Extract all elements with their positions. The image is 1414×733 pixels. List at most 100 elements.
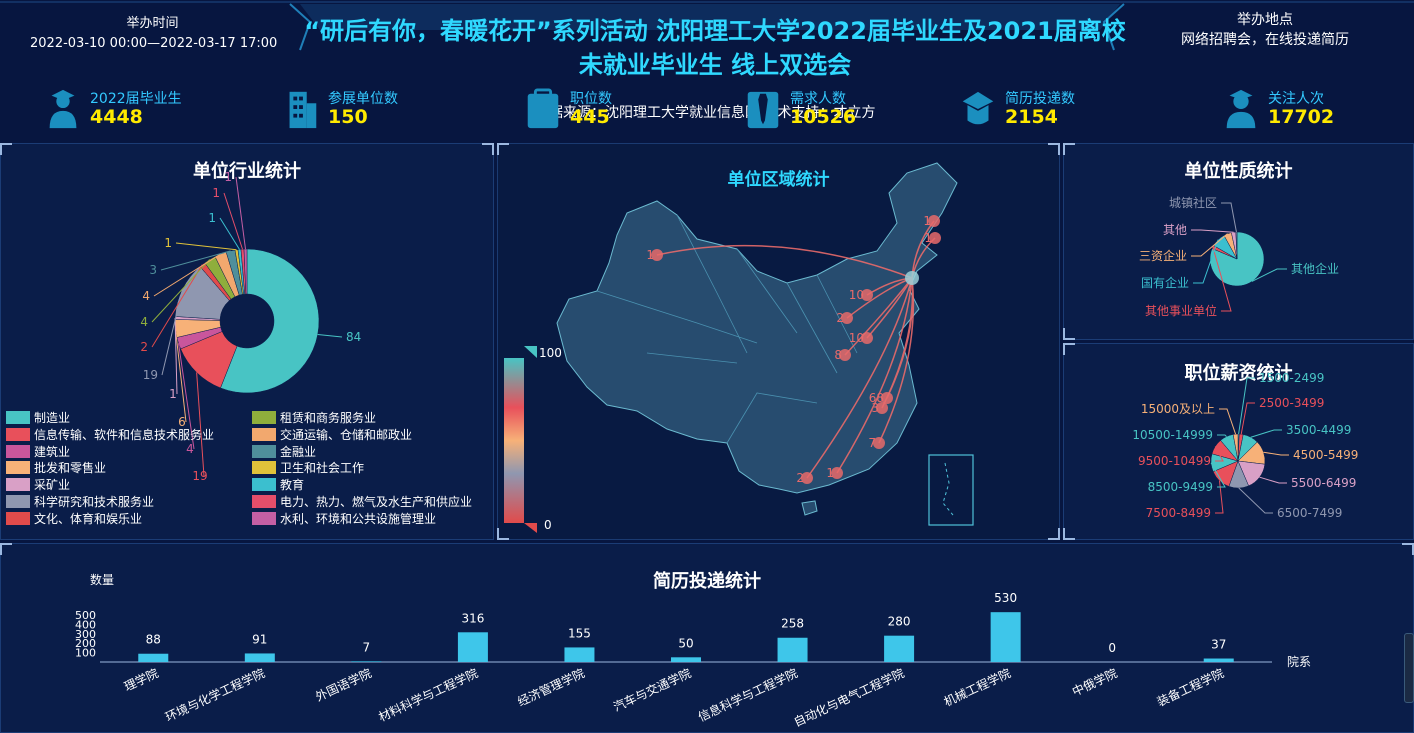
industry-legend-item[interactable]: 科学研究和技术服务业 <box>6 494 154 510</box>
industry-value-label: 1 <box>212 186 220 200</box>
stat-label: 参展单位数 <box>328 91 398 107</box>
legend-swatch <box>6 511 30 525</box>
scroll-handle[interactable] <box>1404 633 1414 703</box>
legend-swatch <box>252 427 276 441</box>
resume-bar-value: 88 <box>146 633 161 647</box>
legend-label: 文化、体育和娱乐业 <box>34 511 143 526</box>
event-time-value: 2022-03-10 00:00—2022-03-17 17:00 <box>30 36 278 51</box>
resume-category-label: 机械工程学院 <box>941 665 1013 709</box>
resume-category-label: 中俄学院 <box>1070 665 1120 699</box>
region-marker <box>928 215 940 227</box>
stat-value: 150 <box>328 106 368 128</box>
industry-legend-item[interactable]: 卫生和社会工作 <box>252 460 364 476</box>
region-marker <box>873 437 885 449</box>
event-place-label: 举办地点 <box>1237 12 1293 28</box>
industry-legend-item[interactable]: 交通运输、仓储和邮政业 <box>252 427 412 443</box>
nature-slice-label: 城镇社区 <box>1169 195 1217 210</box>
region-marker <box>861 332 873 344</box>
resume-bar-value: 91 <box>252 632 267 646</box>
stat-4: 需求人数 10526 <box>745 88 945 129</box>
grad-cap-icon <box>962 91 994 125</box>
legend-label: 卫生和社会工作 <box>280 461 365 476</box>
salary-leader-4 <box>1263 451 1289 456</box>
industry-leader-11 <box>175 242 237 251</box>
industry-legend-item[interactable]: 电力、热力、燃气及水生产和供应业 <box>252 494 472 510</box>
nature-leader-4 <box>1191 233 1228 257</box>
building-icon <box>289 91 317 129</box>
legend-swatch <box>252 461 276 475</box>
south-china-sea-inset <box>928 454 974 526</box>
industry-leader-14 <box>235 176 246 250</box>
industry-value-label: 6 <box>178 415 186 429</box>
graduate-icon <box>49 89 77 129</box>
event-time-label: 举办时间 <box>126 16 179 31</box>
industry-value-label: 1 <box>208 211 216 225</box>
header-frame <box>0 1 1414 51</box>
industry-legend-item[interactable]: 教育 <box>252 477 304 493</box>
salary-slice-label: 2500-3499 <box>1259 396 1324 410</box>
resume-bar <box>884 635 915 662</box>
x-axis-label: 院系 <box>1287 655 1311 669</box>
industry-value-label: 1 <box>164 236 172 250</box>
industry-legend-item[interactable]: 金融业 <box>252 444 316 460</box>
region-marker <box>876 402 888 414</box>
resume-bar-value: 7 <box>363 640 371 654</box>
industry-legend-item[interactable]: 文化、体育和娱乐业 <box>6 511 142 527</box>
legend-swatch <box>6 411 30 424</box>
resume-bar-value: 0 <box>1108 641 1116 655</box>
legend-label: 科学研究和技术服务业 <box>34 495 155 509</box>
industry-legend-item[interactable]: 批发和零售业 <box>6 460 106 476</box>
event-place: 举办地点 网络招聘会，在线投递简历 <box>1160 10 1370 50</box>
salary-slice-label: 6500-7499 <box>1277 506 1342 520</box>
region-value: 68 <box>869 391 884 405</box>
legend-label: 建筑业 <box>34 444 71 459</box>
flow-line-7 <box>844 277 913 356</box>
event-place-value: 网络招聘会，在线投递简历 <box>1181 32 1349 48</box>
flow-line-10 <box>878 277 915 444</box>
region-marker <box>861 289 873 301</box>
region-value: 2 <box>796 471 804 485</box>
resume-bar <box>777 637 808 662</box>
event-time: 举办时间 2022-03-10 00:00—2022-03-17 17:00 <box>30 14 278 54</box>
legend-label: 采矿业 <box>34 478 71 493</box>
flow-line-3 <box>656 244 913 279</box>
region-value: 8 <box>834 348 842 362</box>
legend-swatch <box>252 411 276 424</box>
industry-legend-item[interactable]: 制造业 <box>6 410 70 426</box>
resume-bar-value: 155 <box>568 626 591 640</box>
visual-map-top-handle <box>524 346 537 358</box>
salary-pie-chart: 1500-2499 2500-3499 3500-4499 4500-5499 5500… <box>1132 371 1358 520</box>
stat-1: 2022届毕业生 4448 <box>45 88 245 129</box>
region-value: 10 <box>849 331 864 345</box>
resume-category-label: 汽车与交通学院 <box>611 665 693 714</box>
resume-bar <box>244 653 275 662</box>
stat-2: 参展单位数 150 <box>283 88 483 129</box>
resume-title: 简历投递统计 <box>653 571 761 592</box>
flow-line-11 <box>806 277 913 479</box>
visual-map-max: 100 <box>539 346 562 360</box>
salary-leader-7 <box>1215 480 1224 514</box>
salary-leader-9 <box>1214 446 1224 462</box>
legend-swatch <box>252 511 276 525</box>
industry-value-label: 1 <box>169 387 177 401</box>
resume-bar <box>990 612 1021 662</box>
nature-leader-1 <box>1251 268 1287 282</box>
salary-leader-6 <box>1238 487 1273 514</box>
industry-legend-item[interactable]: 租赁和商务服务业 <box>252 410 376 426</box>
industry-legend-item[interactable]: 采矿业 <box>6 477 70 493</box>
resume-bar-value: 280 <box>888 615 911 629</box>
industry-value-label: 19 <box>143 368 158 382</box>
stat-label: 简历投递数 <box>1005 91 1075 107</box>
industry-leader-1 <box>317 333 343 338</box>
industry-legend-item[interactable]: 信息传输、软件和信息技术服务业 <box>6 427 214 443</box>
resume-bar <box>564 647 595 662</box>
industry-legend-item[interactable]: 水利、环境和公共设施管理业 <box>252 511 436 527</box>
region-value: 10 <box>849 288 864 302</box>
legend-label: 批发和零售业 <box>34 461 107 476</box>
legend-swatch <box>6 461 30 475</box>
industry-legend-item[interactable]: 建筑业 <box>6 444 70 460</box>
salary-leader-1 <box>1238 377 1255 435</box>
